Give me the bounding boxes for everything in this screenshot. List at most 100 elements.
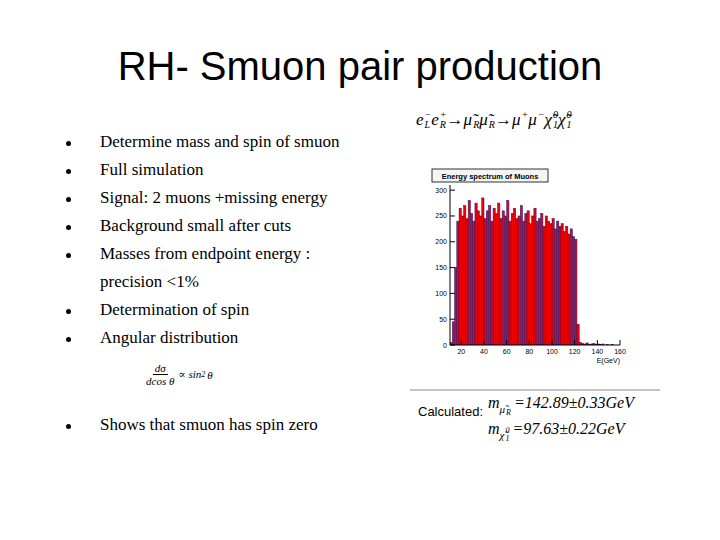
plot-area: [450, 185, 620, 345]
subsup: 0: [505, 427, 509, 435]
histogram-bar: [475, 203, 477, 345]
mass-value: =142.89±0.33GeV: [514, 394, 634, 412]
histogram-bar: [527, 211, 529, 345]
histogram-bar: [518, 216, 520, 345]
bullet-text: Masses from endpoint energy : precision …: [100, 240, 400, 296]
histogram-bar: [489, 206, 491, 345]
histogram-bar: [568, 234, 570, 345]
histogram-bar: [452, 322, 454, 345]
y-tick: [450, 241, 455, 242]
superscript: +: [440, 110, 447, 120]
bullet-dot: [66, 141, 71, 146]
bullet-text: Background small after cuts: [100, 212, 400, 240]
histogram-bar: [484, 219, 486, 345]
subsub: 1: [505, 435, 509, 443]
x-tick: [484, 340, 485, 345]
bullet-dot: [66, 424, 71, 429]
histogram-bar: [561, 224, 563, 345]
histogram-bar: [547, 221, 549, 345]
histogram-bar: [473, 221, 475, 345]
subscript: R: [489, 120, 495, 130]
mass-value: =97.63±0.22GeV: [512, 420, 624, 438]
chart: 05010015020025030020406080100120140160E(…: [0, 0, 720, 540]
histogram-bar: [509, 221, 511, 345]
histogram-bar: [543, 226, 545, 345]
reaction-term: →: [447, 110, 464, 130]
y-tick-label: 100: [435, 290, 447, 297]
term-symbol: e: [431, 110, 439, 130]
histogram-bar: [534, 208, 536, 345]
histogram-bar: [525, 213, 527, 345]
separator: [410, 390, 660, 391]
histogram-bar: [566, 226, 568, 345]
histogram-bar: [464, 206, 466, 345]
mass-result: mχ̃01=97.63±0.22GeV: [488, 420, 624, 438]
histogram-bar: [529, 224, 531, 345]
histogram-bar: [552, 219, 554, 345]
histogram-bar: [500, 219, 502, 345]
x-tick-label: 100: [546, 348, 558, 355]
sub-indices: R: [506, 401, 511, 417]
superscript: −: [538, 110, 545, 120]
subscript: [538, 120, 545, 130]
histogram-bar: [575, 239, 577, 345]
indices: 01: [566, 110, 571, 130]
indices: −: [538, 110, 545, 130]
histogram-bar: [470, 213, 472, 345]
term-symbol: χ̃: [558, 110, 565, 130]
sub-indices: 01: [505, 427, 509, 443]
bars: [450, 198, 613, 345]
denominator: dcos θ: [146, 375, 174, 387]
x-tick: [461, 340, 462, 345]
term-symbol: μ̃: [464, 110, 473, 130]
bullet-text: Signal: 2 muons +missing energy: [100, 184, 400, 212]
histogram-bar: [482, 198, 484, 345]
x-tick: [506, 340, 507, 345]
bullet-dot: [66, 253, 71, 258]
chart-title: Energy spectrum of Muons: [442, 172, 539, 181]
slide: RH- Smuon pair production Determine mass …: [0, 0, 720, 540]
y-tick: [450, 319, 455, 320]
y-tick-label: 150: [435, 264, 447, 271]
bullet-text: Determine mass and spin of smuon: [100, 128, 400, 156]
rhs: ∝ sin: [178, 368, 201, 381]
indices: R: [489, 110, 495, 130]
reaction-term: χ̃01: [545, 110, 558, 130]
histogram-bar: [491, 221, 493, 345]
term-symbol: μ: [528, 110, 537, 130]
histogram-bar: [570, 229, 572, 345]
histogram-bar: [461, 216, 463, 345]
superscript: 0: [553, 110, 558, 120]
histogram-bar: [577, 324, 579, 345]
y-tick-label: 300: [435, 187, 447, 194]
term-symbol: μ: [512, 110, 521, 130]
subscript: R: [473, 120, 479, 130]
title-box: [432, 169, 548, 182]
y-tick: [450, 215, 455, 216]
superscript: +: [521, 110, 528, 120]
histogram-bar: [513, 208, 515, 345]
y-tick: [450, 293, 455, 294]
y-axis: [450, 185, 451, 345]
reaction-term: e−L: [416, 110, 431, 130]
slide-title: RH- Smuon pair production: [0, 44, 720, 89]
histogram-bar: [532, 216, 534, 345]
indices: −L: [425, 110, 432, 130]
bullet-text: Shows that smuon has spin zero: [100, 411, 400, 439]
mass-subscript: μ̃ R: [500, 401, 511, 417]
mass-symbol: m: [488, 420, 500, 438]
bullet-dot: [66, 225, 71, 230]
histogram-bar: [493, 208, 495, 345]
y-tick: [450, 345, 455, 346]
subscript: R: [440, 120, 447, 130]
bullet-text: Angular distribution: [100, 324, 400, 352]
x-axis-label: E(GeV): [597, 357, 620, 365]
histogram-bar: [559, 226, 561, 345]
mass-result: mμ̃ R=142.89±0.33GeV: [488, 394, 634, 412]
histogram-bar: [541, 213, 543, 345]
term-symbol: e: [416, 110, 424, 130]
x-tick: [620, 340, 621, 345]
bullet-dot: [66, 169, 71, 174]
term-symbol: →: [495, 110, 512, 130]
mass-symbol: m: [488, 394, 500, 412]
